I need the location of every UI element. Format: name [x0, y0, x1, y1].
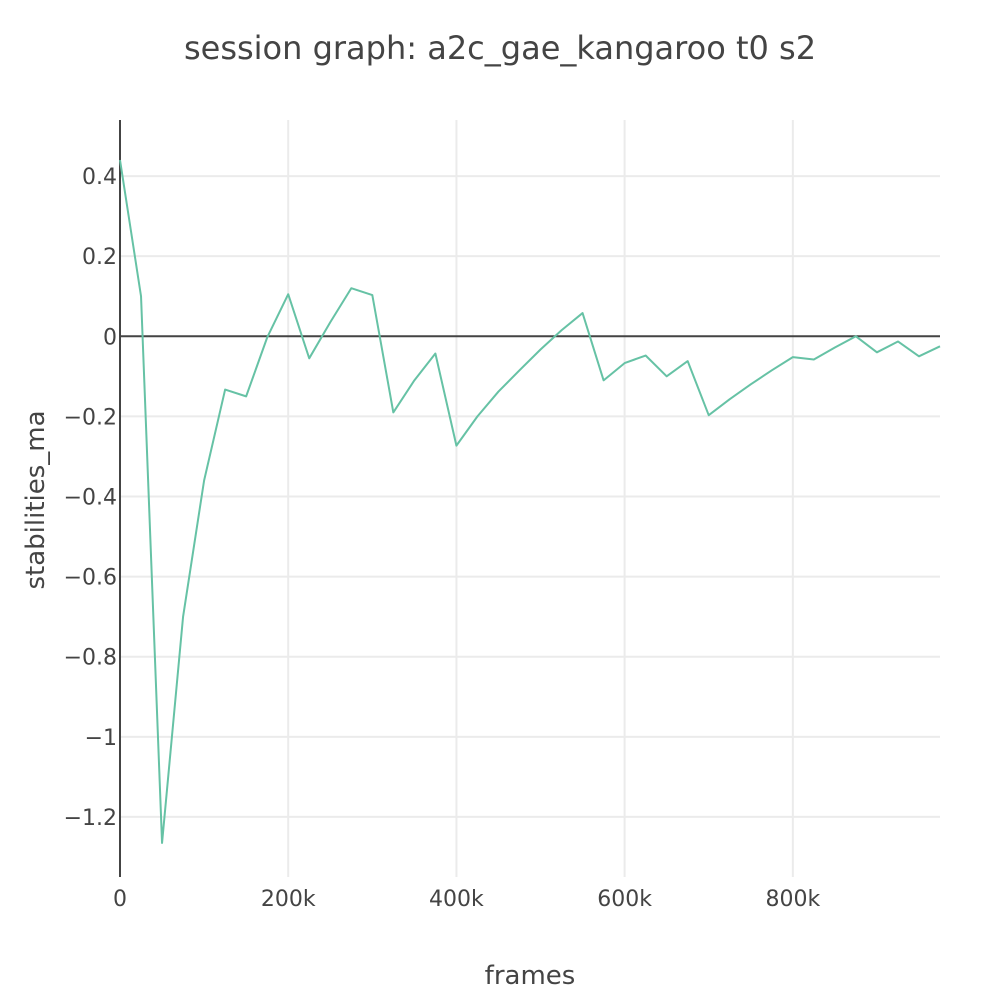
x-tick-label: 600k [597, 887, 652, 912]
tick-layer: 0 200k 400k 600k 800k 0.4 0.2 0 −0.2 −0.4 −0.6 −0.8… [64, 165, 821, 912]
y-tick-label: −1.2 [64, 806, 117, 831]
x-tick-label: 0 [113, 887, 127, 912]
series-layer [119, 159, 941, 844]
grid-layer [120, 120, 940, 877]
series-line [119, 159, 941, 844]
y-tick-label: −0.4 [64, 485, 117, 510]
y-tick-label: −0.8 [64, 646, 117, 671]
y-tick-label: −1 [85, 726, 117, 751]
y-tick-label: 0 [103, 325, 117, 350]
x-tick-label: 400k [429, 887, 484, 912]
y-tick-label: 0.2 [82, 245, 117, 270]
y-tick-label: 0.4 [82, 165, 117, 190]
chart-title: session graph: a2c_gae_kangaroo t0 s2 [184, 29, 816, 67]
x-tick-label: 800k [765, 887, 820, 912]
y-tick-label: −0.2 [64, 405, 117, 430]
x-axis-title: frames [485, 961, 576, 991]
y-axis-title: stabilities_ma [21, 410, 51, 589]
axis-layer [119, 120, 940, 877]
x-tick-label: 200k [261, 887, 316, 912]
y-tick-label: −0.6 [64, 566, 117, 591]
